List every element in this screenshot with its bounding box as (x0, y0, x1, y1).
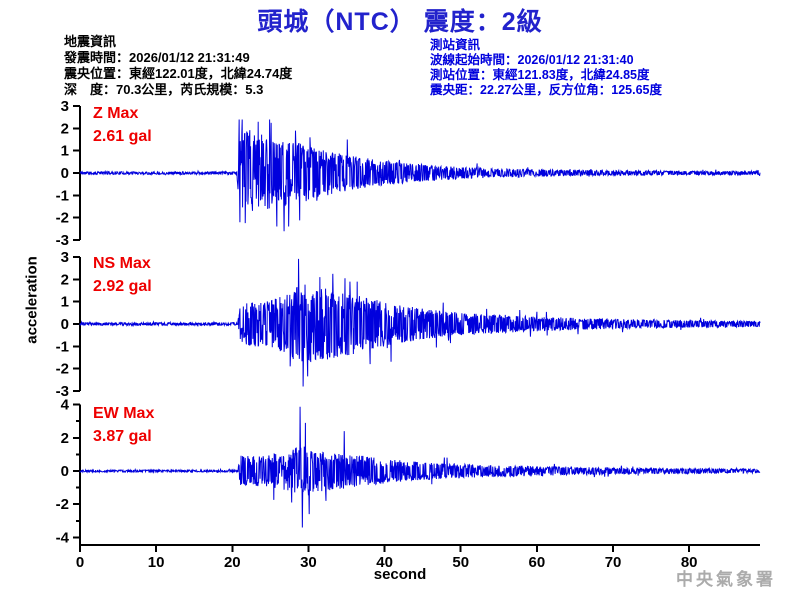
ew-max-title: EW Max (93, 405, 155, 422)
z-max-value: 2.61 gal (93, 128, 152, 145)
y-tick-label: 0 (61, 463, 69, 480)
x-tick-label: 70 (605, 554, 622, 571)
ew-max-label: EW Max 3.87 gal (93, 402, 154, 448)
y-tick-label: 3 (61, 249, 69, 266)
ns-max-title: NS Max (93, 255, 151, 272)
x-tick-label: 20 (224, 554, 241, 571)
earthquake-info-heading: 地震資訊 (64, 34, 117, 49)
x-tick-label: 50 (452, 554, 469, 571)
y-tick-label: 1 (61, 294, 69, 311)
x-tick-label: 40 (376, 554, 393, 571)
ns-max-value: 2.92 gal (93, 278, 152, 295)
earthquake-info: 地震資訊 發震時間：2026/01/12 21:31:49 震央位置：東經122… (64, 31, 293, 97)
y-tick-label: -3 (56, 383, 69, 400)
depth-magnitude: 深 度：70.3公里，芮氏規模：5.3 (64, 82, 264, 97)
y-tick-label: -1 (56, 338, 69, 355)
y-tick-label: 0 (61, 316, 69, 333)
station-location: 測站位置：東經121.83度，北緯24.85度 (430, 68, 650, 82)
z-max-label: Z Max 2.61 gal (93, 102, 152, 148)
x-tick-label: 0 (76, 554, 84, 571)
agency-watermark: 中央氣象署 (676, 570, 776, 589)
y-tick-label: -1 (56, 187, 69, 204)
y-tick-label: -2 (56, 361, 69, 378)
station-info-heading: 測站資訊 (430, 38, 481, 52)
trace-z-waveform (79, 119, 761, 232)
y-tick-label: -4 (56, 529, 70, 546)
x-tick-label: 30 (300, 554, 317, 571)
y-tick-label: 0 (61, 165, 69, 182)
trace-ns-waveform (79, 258, 761, 387)
epicenter-location: 震央位置：東經122.01度，北緯24.74度 (64, 66, 293, 81)
page-title: 頭城（NTC） 震度：2級 (257, 8, 543, 36)
y-axis-title: acceleration (23, 256, 41, 344)
y-tick-label: 1 (61, 143, 69, 160)
y-tick-label: -2 (56, 496, 69, 513)
y-tick-label: 2 (61, 430, 69, 447)
x-tick-label: 80 (681, 554, 698, 571)
wave-start-time: 波線起始時間：2026/01/12 21:31:40 (430, 53, 634, 67)
station-info: 測站資訊 波線起始時間：2026/01/12 21:31:40 測站位置：東經1… (430, 34, 663, 97)
y-tick-label: 4 (61, 397, 70, 414)
trace-ew-waveform (79, 406, 761, 528)
origin-time: 發震時間：2026/01/12 21:31:49 (64, 50, 250, 65)
y-tick-label: -3 (56, 232, 69, 249)
ns-max-label: NS Max 2.92 gal (93, 252, 152, 298)
z-max-title: Z Max (93, 105, 139, 122)
x-axis-title: second (373, 566, 427, 583)
y-tick-label: 2 (61, 271, 69, 288)
y-tick-label: 2 (61, 120, 69, 137)
y-tick-label: -2 (56, 210, 69, 227)
epicentral-distance-azimuth: 震央距：22.27公里，反方位角：125.65度 (430, 83, 663, 97)
x-tick-label: 60 (529, 554, 546, 571)
x-tick-label: 10 (148, 554, 165, 571)
y-tick-label: 3 (61, 98, 69, 115)
ew-max-value: 3.87 gal (93, 428, 152, 445)
